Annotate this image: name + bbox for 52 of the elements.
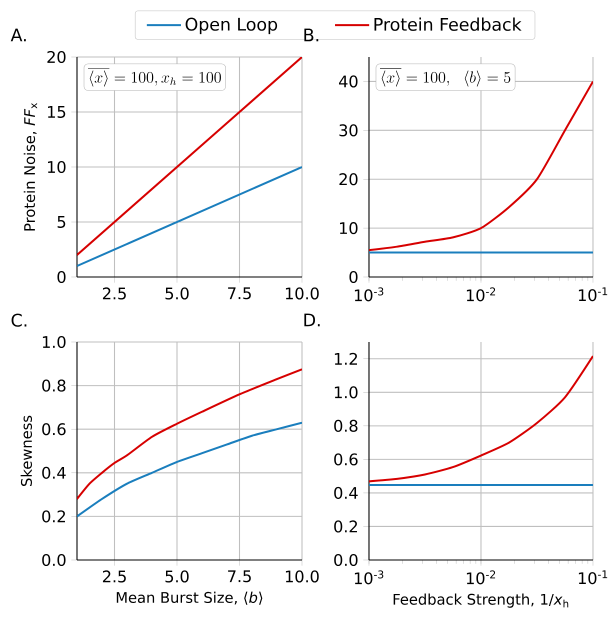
y-tick-label: 1.0 [334,386,358,398]
y-tick-label: 40 [339,75,358,88]
y-tick-label: 20 [339,173,358,186]
x-axis-title: Feedback Strength, 1/x$_{h}$ [394,594,568,608]
x-axis-title: Mean Burst Size, ⟨b⟩ [116,592,262,605]
y-tick-label: 0 [349,270,358,284]
y-tick-label: 0.8 [42,380,66,392]
x-tick-label: 10$^{-3}$ [354,570,384,584]
y-tick-label: 5 [58,216,66,228]
x-tick-label: 5.0 [166,570,189,583]
line-series [77,368,302,500]
y-tick-label: 0.0 [334,554,358,566]
y-tick-label: 10 [340,222,358,234]
x-tick-label: 10$^{-1}$ [578,287,608,302]
y-axis-title: Protein Noise, FF$_{x}$ [24,103,38,230]
x-tick-label: 7.5 [228,287,251,300]
y-tick-label: 0.2 [334,520,357,533]
y-tick-label: 20 [47,50,66,64]
y-tick-label: 1.2 [334,352,357,365]
x-tick-label: 10.0 [286,287,319,300]
y-tick-label: 0.0 [42,554,66,566]
chart-title: C. [12,314,26,327]
x-tick-label: 2.5 [102,570,126,583]
x-tick-label: 10$^{-2}$ [466,287,496,302]
y-tick-label: 0.4 [42,466,66,479]
y-tick-label: 10 [48,160,66,174]
x-tick-label: 5.0 [166,287,189,300]
y-tick-label: 0 [57,270,66,284]
annotation: $\overline{\langle x\rangle}=100,\ \ \langle b\rangle=5$ [380,68,510,87]
y-tick-label: 0.8 [334,420,358,432]
x-tick-label: 10$^{-3}$ [354,287,384,302]
x-tick-label: 7.5 [228,570,251,582]
legend-label: Protein Feedback [374,18,522,31]
chart-title: D. [304,314,320,326]
x-tick-label: 10.0 [286,570,319,583]
legend-label: Open Loop [186,18,278,34]
x-tick-label: 10$^{-2}$ [466,570,496,584]
y-tick-label: 15 [48,106,66,118]
y-tick-label: 0.6 [42,423,66,436]
x-tick-label: 2.5 [102,287,126,300]
y-tick-label: 1.0 [42,336,66,348]
chart-title: B. [304,28,318,42]
y-tick-label: 0.2 [42,510,65,522]
y-axis-title: Skewness [20,416,32,486]
y-tick-label: 0.4 [334,486,358,499]
line-series [77,422,302,518]
y-tick-label: 0.6 [334,453,358,466]
chart-title: A. [10,28,26,42]
y-tick-label: 30 [339,124,358,136]
line-series [368,355,593,482]
annotation: $\overline{\langle x\rangle}=100, x_h=100$ [88,68,221,87]
x-tick-label: 10$^{-1}$ [578,570,608,584]
